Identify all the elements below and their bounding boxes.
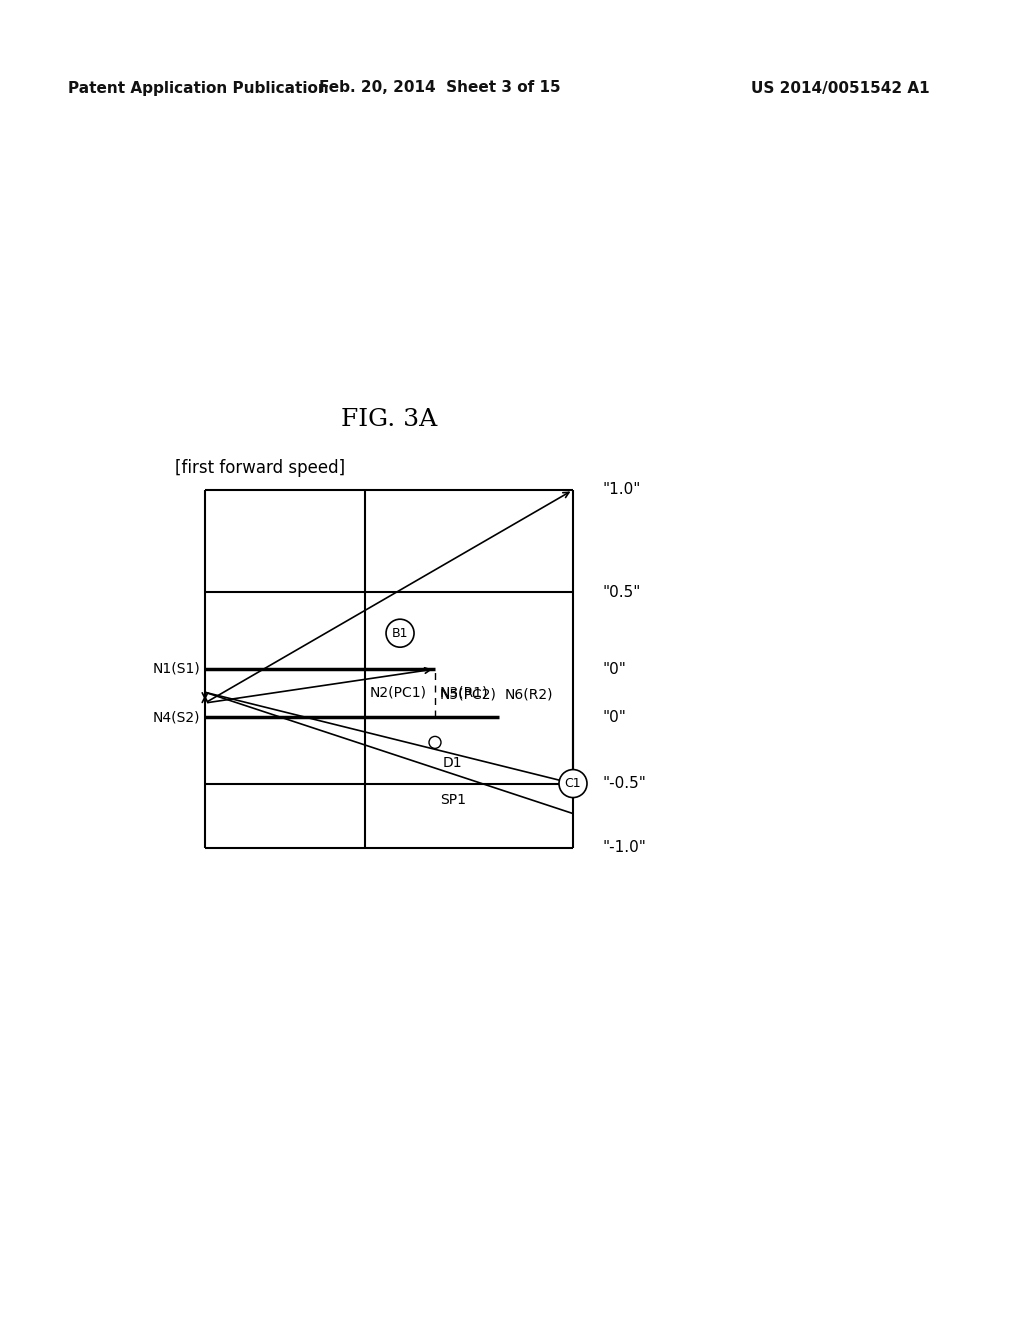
Text: N1(S1): N1(S1) <box>153 663 200 676</box>
Text: N3(R1): N3(R1) <box>440 685 488 700</box>
Text: C1: C1 <box>564 777 582 791</box>
Text: N5(PC2): N5(PC2) <box>440 688 497 701</box>
Text: N2(PC1): N2(PC1) <box>370 685 427 700</box>
Text: Feb. 20, 2014  Sheet 3 of 15: Feb. 20, 2014 Sheet 3 of 15 <box>319 81 561 95</box>
Text: Patent Application Publication: Patent Application Publication <box>68 81 329 95</box>
Text: "0.5": "0.5" <box>603 585 641 599</box>
Text: D1: D1 <box>443 756 463 771</box>
Text: [first forward speed]: [first forward speed] <box>175 459 345 477</box>
Text: SP1: SP1 <box>440 792 466 807</box>
Text: "-0.5": "-0.5" <box>603 776 647 791</box>
Text: N4(S2): N4(S2) <box>153 710 200 725</box>
Text: N6(R2): N6(R2) <box>505 688 553 701</box>
Text: FIG. 3A: FIG. 3A <box>341 408 437 432</box>
Text: US 2014/0051542 A1: US 2014/0051542 A1 <box>751 81 930 95</box>
Circle shape <box>386 619 414 647</box>
Text: "-1.0": "-1.0" <box>603 841 647 855</box>
Text: "0": "0" <box>603 661 627 676</box>
Text: B1: B1 <box>392 627 409 640</box>
Circle shape <box>559 770 587 797</box>
Text: "1.0": "1.0" <box>603 483 641 498</box>
Text: "0": "0" <box>603 710 627 725</box>
